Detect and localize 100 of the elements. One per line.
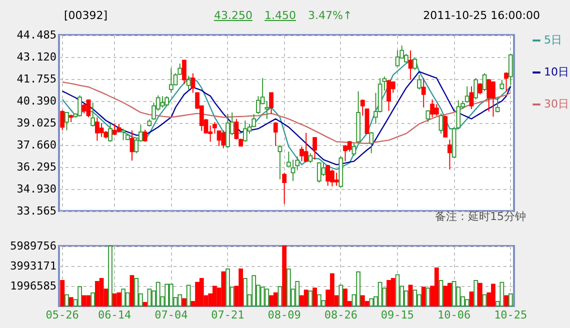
candlestick — [304, 132, 308, 163]
candlestick — [448, 139, 452, 170]
y-tick-label: 3993171 — [10, 260, 56, 272]
candlestick — [264, 100, 270, 120]
x-tick-label: 10-06 — [437, 308, 471, 322]
x-tick-label: 07-21 — [211, 308, 244, 322]
x-tick-label: 05-26 — [46, 308, 79, 322]
bar — [408, 284, 413, 306]
candlestick — [164, 96, 170, 106]
candlestick — [495, 97, 500, 113]
bar — [273, 292, 278, 306]
y-tick-label: 37.660 — [16, 138, 56, 152]
y-tick-label: 36.295 — [16, 160, 56, 174]
candlestick — [112, 123, 117, 136]
candlestick — [360, 98, 365, 116]
y-tick-label: 33.565 — [16, 204, 56, 218]
bar — [82, 295, 86, 306]
x-tick-label: 08-26 — [324, 308, 358, 322]
candlestick — [160, 96, 165, 108]
x-tick-label: 08-09 — [268, 308, 301, 322]
bar — [469, 291, 474, 306]
candlestick — [86, 98, 91, 118]
x-tick-label: 07-04 — [154, 308, 188, 322]
bar — [443, 286, 448, 306]
y-tick-label: 39.025 — [16, 116, 56, 130]
candlestick — [434, 104, 439, 116]
candlestick — [316, 162, 322, 184]
candlestick — [168, 68, 174, 94]
candlestick — [216, 130, 222, 146]
bar — [112, 293, 117, 306]
bar — [421, 286, 426, 306]
candlestick — [99, 122, 104, 138]
bar — [221, 271, 226, 306]
legend-label: 10日 — [544, 66, 569, 78]
y-tick-label: 5989756 — [10, 240, 56, 252]
candlestick — [504, 72, 508, 92]
text: 1.450 — [264, 9, 296, 22]
candlestick — [312, 136, 317, 160]
candlestick — [326, 164, 330, 186]
bar — [504, 295, 508, 306]
candlestick — [421, 78, 426, 108]
bar — [330, 273, 334, 306]
candlestick — [82, 103, 86, 114]
candlestick — [486, 78, 492, 112]
bar — [86, 295, 91, 306]
candlestick — [108, 123, 112, 142]
candlestick — [469, 86, 474, 110]
bar — [130, 275, 134, 306]
candlestick — [278, 144, 282, 180]
candlestick — [221, 130, 226, 149]
candlestick — [417, 74, 422, 90]
x-tick-label: 06-14 — [98, 308, 132, 322]
candlestick — [90, 102, 96, 127]
candlestick — [308, 152, 313, 164]
candlestick — [482, 72, 487, 92]
y-tick-label: 44.485 — [16, 28, 56, 42]
candlestick — [242, 120, 248, 142]
x-tick-label: 09-15 — [380, 308, 414, 322]
candlestick — [130, 130, 134, 162]
candlestick — [182, 60, 186, 85]
bar — [182, 298, 186, 306]
chart-title: [00392] — [64, 9, 108, 22]
bar — [434, 268, 439, 306]
candlestick — [352, 142, 356, 156]
candlestick — [474, 78, 478, 100]
candlestick — [443, 115, 448, 138]
candlestick — [334, 172, 339, 186]
bar — [390, 278, 396, 306]
candlestick — [500, 79, 504, 90]
bar — [60, 280, 65, 306]
candlestick — [426, 110, 430, 123]
candlestick — [438, 112, 444, 134]
bar — [212, 286, 217, 306]
bar — [478, 282, 482, 306]
y-tick-label: 34.930 — [16, 182, 56, 196]
y-tick-label: 40.390 — [16, 94, 56, 108]
bar — [199, 278, 204, 306]
legend-label: 5日 — [544, 34, 562, 46]
y-tick-label: 1996585 — [10, 280, 56, 292]
bar — [99, 278, 104, 306]
bar — [304, 290, 308, 306]
bar — [238, 268, 244, 306]
candlestick — [408, 50, 413, 80]
legend-label: 30日 — [544, 98, 569, 110]
candlestick — [186, 75, 191, 90]
bar — [116, 292, 122, 306]
y-tick-label: 41.755 — [16, 72, 56, 86]
text: 43.250 — [214, 9, 252, 22]
x-tick-label: 10-25 — [494, 308, 528, 322]
candlestick — [478, 82, 482, 95]
candlestick — [94, 116, 100, 142]
text: 3.47%↑ — [308, 9, 352, 22]
candlestick — [64, 112, 69, 131]
bar — [94, 280, 100, 306]
bar — [312, 288, 317, 306]
y-tick-label: 43.120 — [16, 50, 56, 64]
candlestick — [269, 92, 274, 115]
annotation: 备注：延时15分钟 — [435, 209, 526, 224]
candlestick — [369, 131, 374, 154]
candlestick — [142, 129, 148, 142]
